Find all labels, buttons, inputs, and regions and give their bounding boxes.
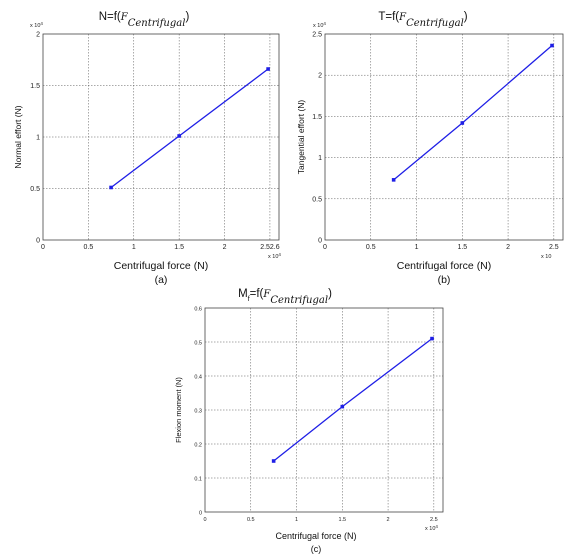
chart-b-x-tick-label: 1 <box>415 244 419 251</box>
chart-b-series-line <box>393 45 553 181</box>
chart-c-x-exponent: x 104 <box>425 524 438 533</box>
chart-a-y-tick-label: 1 <box>36 135 40 142</box>
chart-b-axes-box <box>324 33 564 241</box>
chart-a-x-tick-label: 2 <box>223 244 227 251</box>
chart-a-y-tick-label: 0.5 <box>30 186 40 193</box>
chart-a-y-tick-label: 2 <box>36 32 40 39</box>
chart-c-series-line <box>273 338 433 462</box>
chart-b-data-point <box>550 43 554 48</box>
chart-c-x-tick-label: 1.5 <box>338 517 346 523</box>
chart-c-y-tick-label: 0.3 <box>194 409 202 415</box>
chart-b-x-ticks: 0 0.5 1 1.5 2 2.5 <box>323 244 559 251</box>
chart-b-y-ticks: 0 0.5 1 1.5 2 2.5 <box>312 32 322 245</box>
chart-c-caption: (c) <box>311 544 322 554</box>
chart-c-y-label: Flexion moment (N) <box>174 377 183 443</box>
chart-a-axes-box <box>42 33 280 241</box>
chart-c-axes-box <box>204 307 444 513</box>
chart-c-data-point <box>271 459 276 463</box>
chart-b-y-tick-label: 2.5 <box>312 32 322 39</box>
chart-c-y-tick-label: 0.6 <box>194 307 202 313</box>
chart-c-x-label: Centrifugal force (N) <box>275 531 356 541</box>
chart-c-x-tick-label: 2.5 <box>430 517 438 523</box>
chart-a-grid <box>43 34 279 240</box>
chart-b-grid <box>325 34 563 240</box>
chart-c-x-tick-label: 1 <box>295 517 298 523</box>
chart-b: T=f(FCentrifugal) x 104 0 0.5 1 1.5 2 2.5 0 0.… <box>296 11 564 286</box>
chart-b-data-point <box>391 178 396 182</box>
chart-a-series <box>109 67 270 190</box>
chart-c-y-ticks: 0 0.1 0.2 0.3 0.4 0.5 0.6 <box>194 307 202 517</box>
chart-b-y-label: Tangential effort (N) <box>296 100 306 175</box>
chart-a-y-tick-label: 0 <box>36 238 40 245</box>
chart-b-title: T=f(FCentrifugal) <box>378 11 467 29</box>
chart-c-y-tick-label: 0.2 <box>194 443 202 449</box>
chart-a-data-point <box>177 134 181 138</box>
chart-c-y-tick-label: 0.4 <box>194 375 202 381</box>
chart-b-x-exponent: x 10 <box>541 254 551 260</box>
chart-c-series <box>271 336 434 463</box>
chart-c-x-tick-label: 0.5 <box>247 517 255 523</box>
chart-c-y-tick-label: 0.5 <box>194 341 202 347</box>
chart-c-grid <box>205 308 443 512</box>
chart-a-y-ticks: 0 0.5 1 1.5 2 <box>30 32 40 245</box>
chart-a-y-tick-label: 1.5 <box>30 83 40 90</box>
chart-a-data-point <box>109 185 113 190</box>
chart-b-y-exponent: x 104 <box>313 21 326 30</box>
chart-a-series-line <box>110 68 269 188</box>
chart-a-x-tick-label: 0 <box>41 244 45 251</box>
chart-c-y-tick-label: 0 <box>199 511 202 517</box>
chart-c-title: Mf=f(FCentrifugal) <box>238 288 332 306</box>
chart-a-x-tick-label: 1 <box>132 244 136 251</box>
chart-b-x-tick-label: 1.5 <box>457 244 467 251</box>
chart-b-data-point <box>460 121 465 125</box>
chart-b-y-tick-label: 2 <box>318 73 322 80</box>
chart-b-x-tick-label: 2 <box>506 244 510 251</box>
chart-b-series <box>391 43 554 182</box>
chart-c-data-point <box>340 404 345 409</box>
chart-a-data-point <box>266 67 270 71</box>
chart-a-y-exponent: x 104 <box>30 21 43 30</box>
chart-c-y-tick-label: 0.1 <box>194 477 202 483</box>
chart-a-x-label: Centrifugal force (N) <box>114 260 209 272</box>
chart-b-x-tick-label: 2.5 <box>549 244 559 251</box>
chart-b-x-label: Centrifugal force (N) <box>397 260 492 272</box>
chart-a-x-tick-label: 0.5 <box>84 244 94 251</box>
chart-b-y-tick-label: 1 <box>318 155 322 162</box>
chart-a-x-tick-label: 2.52.6 <box>260 244 280 251</box>
chart-a-x-tick-label: 1.5 <box>174 244 184 251</box>
chart-a-x-ticks: 0 0.5 1 1.5 2 2.52.6 <box>41 244 280 251</box>
chart-b-y-tick-label: 0 <box>318 238 322 245</box>
chart-c: Mf=f(FCentrifugal) 0 0.5 1 1.5 2 2.5 00.10.20… <box>174 288 444 554</box>
chart-b-x-tick-label: 0.5 <box>366 244 376 251</box>
chart-c-x-tick-label: 2 <box>387 517 390 523</box>
chart-a-title: N=f(FCentrifugal) <box>99 11 190 29</box>
chart-c-x-tick-label: 0 <box>203 517 206 523</box>
chart-c-data-point <box>430 336 434 341</box>
chart-a: N=f(FCentrifugal) x 104 0 0.5 1 1.5 2 2.52.6 … <box>13 11 281 286</box>
chart-b-y-tick-label: 0.5 <box>312 196 322 203</box>
chart-a-x-exponent: x 104 <box>268 252 281 261</box>
chart-b-y-tick-label: 1.5 <box>312 114 322 121</box>
chart-c-x-ticks: 0 0.5 1 1.5 2 2.5 <box>203 517 437 523</box>
chart-b-x-tick-label: 0 <box>323 244 327 251</box>
chart-a-y-label: Normal effort (N) <box>13 105 23 168</box>
chart-b-caption: (b) <box>438 274 451 286</box>
chart-a-caption: (a) <box>155 274 168 286</box>
